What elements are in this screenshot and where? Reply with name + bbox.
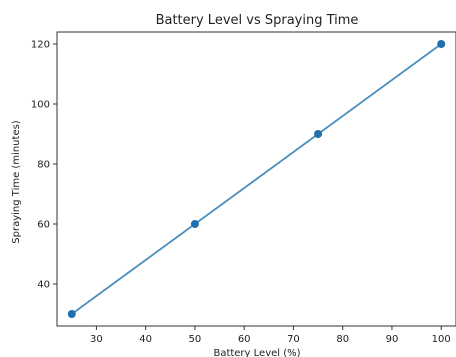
plot-frame xyxy=(56,31,456,327)
y-axis: 40 60 80 100 120 xyxy=(31,40,57,291)
x-tick-label: 80 xyxy=(336,334,349,345)
y-tick-label: 80 xyxy=(37,160,50,171)
y-axis-label: Spraying Time (minutes) xyxy=(11,120,22,244)
x-tick-label: 40 xyxy=(139,334,152,345)
data-point xyxy=(314,130,323,138)
x-tick-label: 30 xyxy=(90,334,103,345)
y-tick-label: 100 xyxy=(31,100,50,111)
series-line xyxy=(71,43,442,315)
x-tick-label: 50 xyxy=(189,334,202,345)
y-tick-label: 60 xyxy=(37,220,50,231)
data-point xyxy=(67,310,76,318)
x-tick-label: 60 xyxy=(238,334,251,345)
series-lines xyxy=(71,43,442,315)
y-tick-label: 40 xyxy=(37,280,50,291)
y-tick-label: 120 xyxy=(31,40,50,51)
series-points xyxy=(67,40,446,318)
data-point xyxy=(190,220,199,228)
x-tick-label: 70 xyxy=(287,334,300,345)
x-tick-label: 90 xyxy=(386,334,399,345)
data-point xyxy=(437,40,446,48)
chart-title: Battery Level vs Spraying Time xyxy=(156,13,359,28)
x-axis-label: Battery Level (%) xyxy=(213,348,300,357)
x-tick-label: 100 xyxy=(432,334,451,345)
x-axis: 30 40 50 60 70 80 90 100 xyxy=(90,326,451,345)
plot-area-border xyxy=(56,31,456,327)
